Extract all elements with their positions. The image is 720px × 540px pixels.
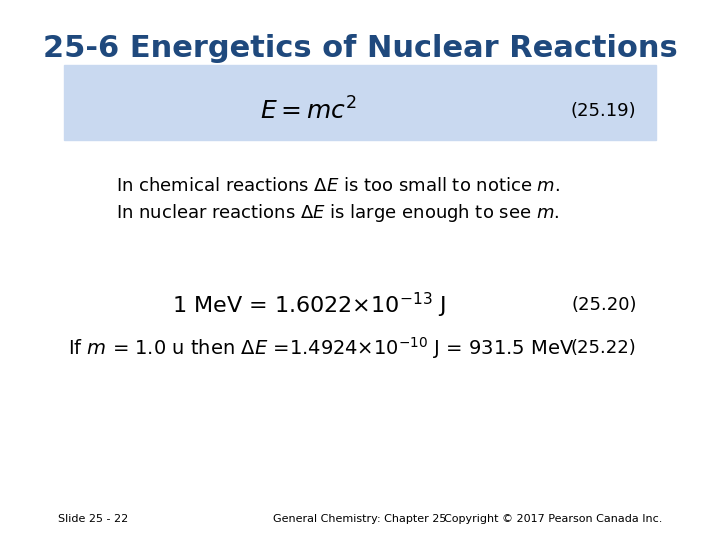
Text: In nuclear reactions Δ$E$ is large enough to see $m$.: In nuclear reactions Δ$E$ is large enoug… xyxy=(116,202,559,224)
FancyBboxPatch shape xyxy=(64,65,656,140)
Text: 1 MeV = 1.6022$\times$10$^{-13}$ J: 1 MeV = 1.6022$\times$10$^{-13}$ J xyxy=(171,291,446,320)
Text: General Chemistry: Chapter 25: General Chemistry: Chapter 25 xyxy=(274,514,446,524)
Text: (25.19): (25.19) xyxy=(571,102,636,120)
Text: Copyright © 2017 Pearson Canada Inc.: Copyright © 2017 Pearson Canada Inc. xyxy=(444,514,662,524)
Text: $E = mc^2$: $E = mc^2$ xyxy=(260,97,357,124)
Text: In chemical reactions Δ$E$ is too small to notice $m$.: In chemical reactions Δ$E$ is too small … xyxy=(116,177,559,195)
Text: (25.20): (25.20) xyxy=(571,296,636,314)
Text: Slide 25 - 22: Slide 25 - 22 xyxy=(58,514,128,524)
Text: (25.22): (25.22) xyxy=(571,339,636,357)
Text: 25-6 Energetics of Nuclear Reactions: 25-6 Energetics of Nuclear Reactions xyxy=(42,34,678,63)
Text: If $m$ = 1.0 u then $\Delta E$ =1.4924$\times$10$^{-10}$ J = 931.5 MeV: If $m$ = 1.0 u then $\Delta E$ =1.4924$\… xyxy=(68,335,575,361)
